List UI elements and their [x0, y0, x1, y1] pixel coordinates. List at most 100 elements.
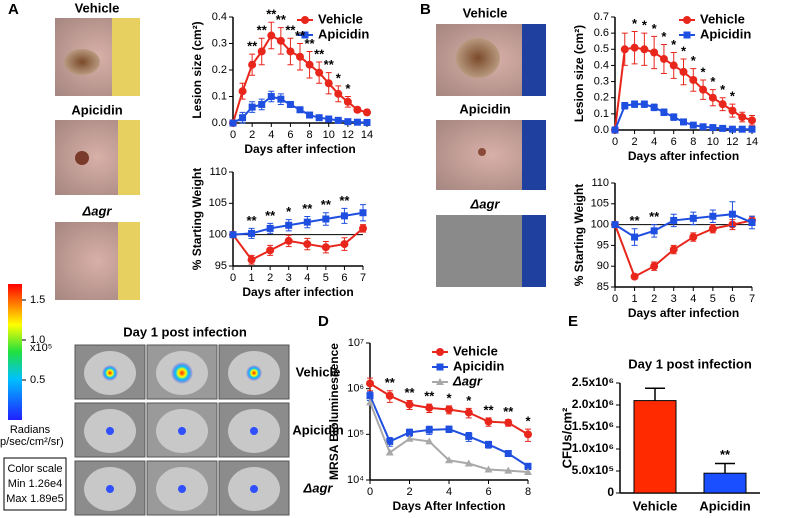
- marker: [267, 31, 276, 40]
- photo-label: Vehicle: [463, 5, 508, 20]
- marker: [425, 437, 434, 445]
- x-tick-label: 0: [612, 293, 618, 305]
- x-axis-label: Days After Infection: [393, 499, 506, 513]
- y-tick-label: 110: [209, 166, 227, 178]
- y-tick-label: 10⁷: [348, 337, 364, 349]
- y-tick-label: 0.4: [212, 11, 227, 23]
- x-tick-label: 10: [707, 136, 719, 148]
- y-tick-label: 0.7: [594, 11, 609, 23]
- wound: [64, 49, 100, 75]
- marker: [464, 459, 473, 467]
- marker: [640, 100, 648, 108]
- legend-marker: [301, 31, 309, 39]
- x-tick-label: 2: [651, 293, 657, 305]
- marker: [465, 432, 473, 440]
- marker: [285, 221, 293, 229]
- significance: *: [710, 74, 716, 89]
- y-tick-label: 0.1: [212, 90, 227, 102]
- panel-label: E: [568, 313, 578, 330]
- marker: [719, 124, 727, 132]
- legend-label: Apicidin: [318, 26, 369, 41]
- marker: [650, 48, 659, 57]
- photo-label: Apicidin: [459, 101, 510, 116]
- marker: [748, 125, 756, 133]
- colorbar-tick-label: 0.5: [30, 374, 45, 386]
- marker: [650, 227, 658, 235]
- x-tick-label: 8: [307, 129, 313, 141]
- bar: [633, 400, 677, 494]
- marker: [699, 85, 708, 94]
- y-tick-label: 1.5x10⁶: [572, 419, 614, 433]
- marker: [650, 262, 659, 271]
- x-tick-label: 10: [323, 129, 335, 141]
- marker: [229, 231, 237, 239]
- signal: [246, 365, 262, 381]
- marker: [650, 103, 658, 111]
- panel-label: A: [8, 1, 19, 18]
- y-axis-label: Lesion size (cm²): [572, 25, 586, 122]
- y-tick-label: 0.2: [594, 92, 609, 104]
- error-bar: [715, 462, 735, 474]
- x-tick-label: 6: [671, 136, 677, 148]
- marker: [229, 119, 237, 127]
- marker: [689, 121, 697, 129]
- marker: [708, 93, 717, 102]
- marker: [363, 118, 371, 126]
- x-tick-label: 6: [341, 272, 347, 284]
- scale-text: Min 1.26e4: [8, 478, 62, 490]
- marker: [670, 113, 678, 121]
- x-tick-label: 12: [342, 129, 354, 141]
- marker: [748, 116, 756, 125]
- marker: [640, 45, 649, 54]
- y-tick-label: 0.0: [212, 117, 227, 129]
- marker: [504, 466, 513, 474]
- marker: [669, 245, 678, 254]
- significance: **: [385, 375, 396, 390]
- y-tick-label: 90: [597, 260, 609, 272]
- wound: [478, 148, 486, 156]
- significance: *: [446, 390, 452, 405]
- significance: **: [503, 404, 514, 419]
- row-label: Δagr: [303, 480, 334, 495]
- marker: [334, 89, 343, 98]
- marker: [621, 102, 629, 110]
- significance: *: [466, 393, 472, 408]
- photo-label: Δagr: [470, 196, 501, 211]
- significance: **: [266, 7, 277, 22]
- y-tick-label: 0.0: [594, 124, 609, 136]
- error-bar: [645, 387, 665, 401]
- photo-label: Δagr: [82, 203, 113, 218]
- marker: [315, 68, 324, 77]
- marker: [305, 60, 314, 69]
- x-tick-label: 14: [746, 136, 758, 148]
- marker: [296, 106, 304, 114]
- y-axis-label: % Starting Weight: [572, 184, 586, 286]
- marker: [247, 255, 256, 264]
- marker: [334, 116, 342, 124]
- colorbar-unit: (p/sec/cm²/sr): [0, 436, 64, 448]
- marker: [363, 108, 371, 117]
- y-tick-label: 10⁴: [347, 474, 364, 486]
- significance: **: [295, 28, 306, 43]
- y-tick-label: 2.5x10⁶: [572, 375, 614, 389]
- scale-text: Max 1.89e5: [6, 493, 63, 505]
- marker: [340, 240, 349, 249]
- marker: [366, 379, 374, 388]
- significance: *: [632, 16, 638, 31]
- marker: [406, 428, 413, 436]
- x-axis-label: Days after infection: [244, 142, 355, 156]
- marker: [366, 392, 374, 400]
- wound: [75, 151, 89, 165]
- legend-marker: [436, 363, 444, 371]
- y-tick-label: 0.2: [212, 64, 227, 76]
- marker: [680, 118, 687, 126]
- marker: [321, 243, 330, 252]
- y-tick-label: 0: [607, 485, 614, 499]
- y-tick-label: 95: [597, 239, 609, 251]
- y-tick-label: 10⁶: [347, 383, 364, 395]
- ruler: [522, 120, 546, 190]
- marker: [485, 440, 492, 448]
- x-tick-label: 4: [651, 136, 657, 148]
